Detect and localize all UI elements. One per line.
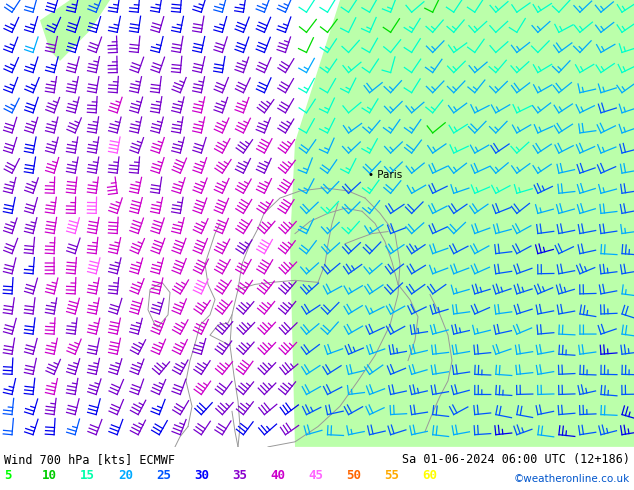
Text: 10: 10 <box>42 469 57 482</box>
Text: 35: 35 <box>232 469 247 482</box>
Text: 55: 55 <box>384 469 399 482</box>
Text: 30: 30 <box>194 469 209 482</box>
Text: 15: 15 <box>80 469 95 482</box>
Text: 60: 60 <box>422 469 437 482</box>
Text: • Paris: • Paris <box>368 170 402 180</box>
Polygon shape <box>290 0 634 447</box>
Polygon shape <box>40 0 110 61</box>
Text: Wind 700 hPa [kts] ECMWF: Wind 700 hPa [kts] ECMWF <box>4 453 175 466</box>
Text: 50: 50 <box>346 469 361 482</box>
Text: 20: 20 <box>118 469 133 482</box>
Text: 45: 45 <box>308 469 323 482</box>
Text: ©weatheronline.co.uk: ©weatheronline.co.uk <box>514 474 630 484</box>
Text: 40: 40 <box>270 469 285 482</box>
Text: Sa 01-06-2024 06:00 UTC (12+186): Sa 01-06-2024 06:00 UTC (12+186) <box>402 453 630 466</box>
Text: 25: 25 <box>156 469 171 482</box>
Text: 5: 5 <box>4 469 11 482</box>
